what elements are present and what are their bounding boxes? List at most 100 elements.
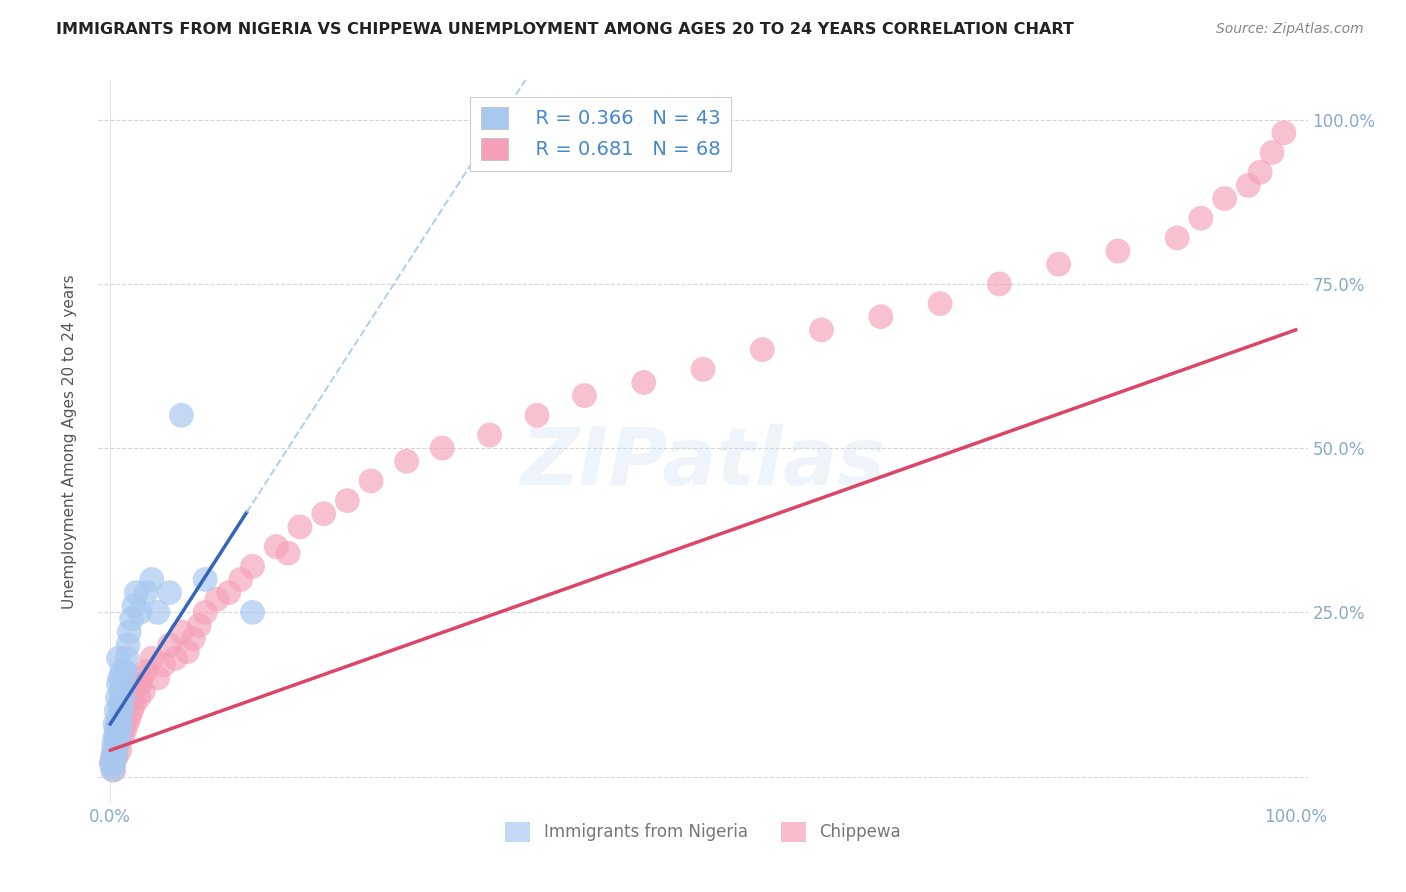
Point <box>135 585 157 599</box>
Point <box>125 585 148 599</box>
Point <box>105 737 128 751</box>
Point <box>107 677 129 691</box>
Point <box>478 428 501 442</box>
Point <box>188 618 211 632</box>
Point <box>574 388 596 402</box>
Point <box>288 520 311 534</box>
Point <box>105 690 128 705</box>
Point <box>264 540 287 554</box>
Point <box>104 743 127 757</box>
Point <box>526 409 548 423</box>
Point <box>336 493 359 508</box>
Point <box>117 698 139 712</box>
Point <box>1249 165 1271 179</box>
Point <box>121 704 143 718</box>
Point <box>395 454 418 468</box>
Point <box>105 743 128 757</box>
Point <box>128 690 150 705</box>
Point <box>141 651 163 665</box>
Point <box>103 737 125 751</box>
Point <box>107 710 129 724</box>
Text: Source: ZipAtlas.com: Source: ZipAtlas.com <box>1216 22 1364 37</box>
Point <box>108 743 131 757</box>
Point <box>101 749 124 764</box>
Point <box>152 657 174 672</box>
Point <box>104 749 127 764</box>
Point <box>129 677 152 691</box>
Y-axis label: Unemployment Among Ages 20 to 24 years: Unemployment Among Ages 20 to 24 years <box>62 274 77 609</box>
Point <box>118 625 141 640</box>
Point <box>181 632 204 646</box>
Point <box>103 756 125 771</box>
Point <box>312 507 335 521</box>
Point <box>751 343 773 357</box>
Point <box>111 704 134 718</box>
Point <box>141 573 163 587</box>
Point <box>1272 126 1295 140</box>
Point <box>929 296 952 310</box>
Point <box>104 730 127 744</box>
Point <box>103 743 125 757</box>
Point <box>132 684 155 698</box>
Point <box>105 723 128 738</box>
Point <box>165 651 187 665</box>
Text: IMMIGRANTS FROM NIGERIA VS CHIPPEWA UNEMPLOYMENT AMONG AGES 20 TO 24 YEARS CORRE: IMMIGRANTS FROM NIGERIA VS CHIPPEWA UNEM… <box>56 22 1074 37</box>
Point <box>229 573 252 587</box>
Point <box>869 310 891 324</box>
Point <box>218 585 240 599</box>
Point <box>692 362 714 376</box>
Point <box>125 677 148 691</box>
Point <box>105 730 128 744</box>
Point <box>1107 244 1129 258</box>
Point <box>107 730 129 744</box>
Point <box>194 573 217 587</box>
Point <box>360 474 382 488</box>
Point <box>432 441 454 455</box>
Point <box>108 671 131 685</box>
Point <box>146 605 169 619</box>
Point <box>121 612 143 626</box>
Point <box>100 756 122 771</box>
Point <box>121 684 143 698</box>
Point <box>1213 192 1236 206</box>
Point <box>159 585 181 599</box>
Point <box>105 737 128 751</box>
Point <box>104 717 127 731</box>
Point <box>107 651 129 665</box>
Point <box>114 665 136 679</box>
Point <box>108 723 131 738</box>
Point <box>107 723 129 738</box>
Point <box>103 763 125 777</box>
Point <box>135 665 157 679</box>
Point <box>112 690 135 705</box>
Point <box>101 763 124 777</box>
Point <box>1237 178 1260 193</box>
Text: ZIPatlas: ZIPatlas <box>520 425 886 502</box>
Point <box>115 717 138 731</box>
Point <box>114 723 136 738</box>
Legend: Immigrants from Nigeria, Chippewa: Immigrants from Nigeria, Chippewa <box>499 815 907 848</box>
Point <box>242 605 264 619</box>
Point <box>988 277 1011 291</box>
Point <box>159 638 181 652</box>
Point <box>170 625 193 640</box>
Point <box>122 599 145 613</box>
Point <box>194 605 217 619</box>
Point <box>114 704 136 718</box>
Point <box>105 717 128 731</box>
Point <box>100 756 122 771</box>
Point <box>1261 145 1284 160</box>
Point <box>105 704 128 718</box>
Point <box>108 698 131 712</box>
Point <box>105 749 128 764</box>
Point <box>118 710 141 724</box>
Point <box>122 698 145 712</box>
Point <box>101 749 124 764</box>
Point <box>242 559 264 574</box>
Point <box>129 605 152 619</box>
Point <box>205 592 228 607</box>
Point <box>117 638 139 652</box>
Point <box>115 651 138 665</box>
Point <box>810 323 832 337</box>
Point <box>110 684 132 698</box>
